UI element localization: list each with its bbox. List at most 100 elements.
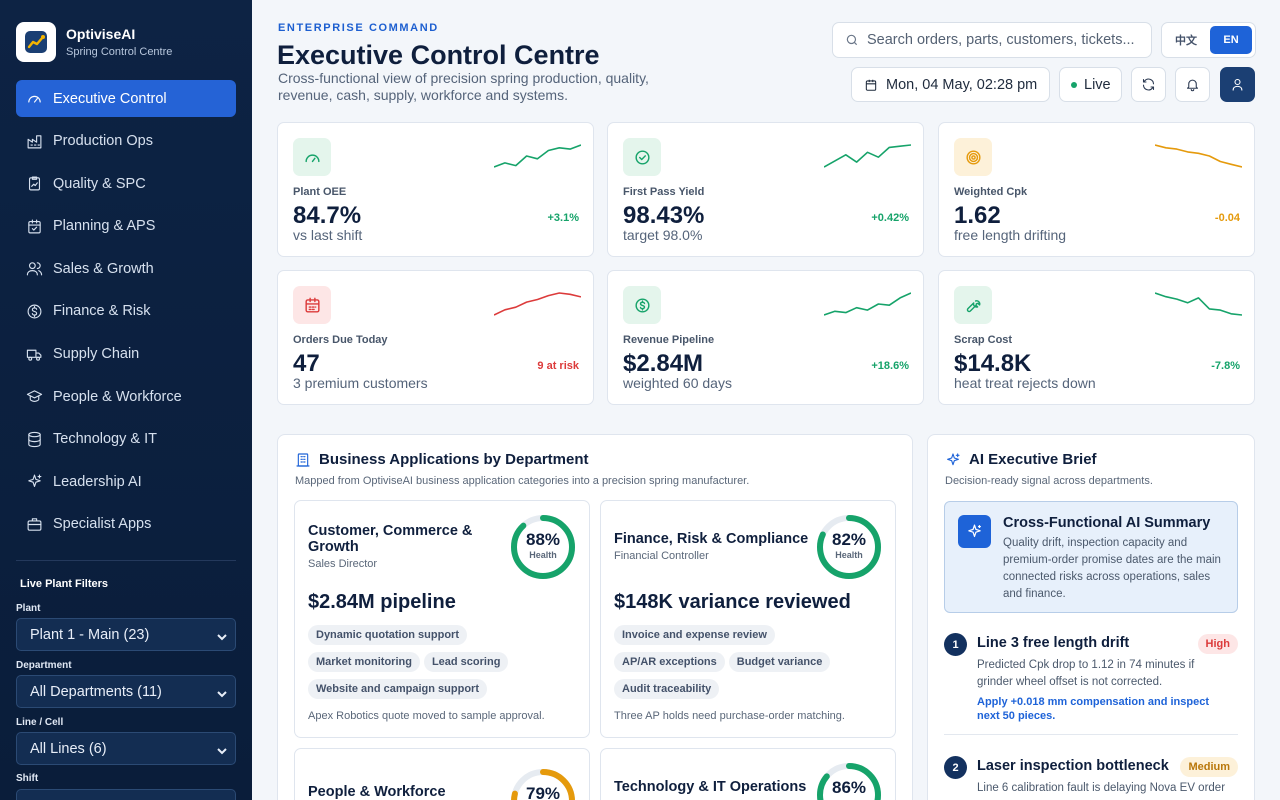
panel-title: Business Applications by Department (295, 451, 589, 468)
refresh-button[interactable] (1131, 67, 1166, 102)
dept-metric: $2.84M pipeline (308, 591, 456, 613)
department-select[interactable]: All Departments (11) (16, 675, 236, 708)
sidebar-item-label: Leadership AI (53, 473, 142, 490)
live-label: Live (1084, 76, 1111, 93)
sidebar-item-label: People & Workforce (53, 388, 182, 405)
capability-chip[interactable]: Audit traceability (614, 679, 720, 699)
live-status[interactable]: Live (1059, 67, 1122, 102)
kpi-label: Revenue Pipeline (623, 334, 715, 346)
users-icon (26, 260, 43, 277)
health-ring-arc (817, 515, 881, 579)
plant-select-value: Plant 1 - Main (23) (30, 626, 150, 643)
logo-icon (16, 22, 56, 62)
sparkle-icon (26, 473, 43, 490)
capability-chip[interactable]: Market monitoring (308, 652, 420, 672)
dept-card-finance-risk[interactable]: Finance, Risk & Compliance Financial Con… (600, 500, 896, 738)
sidebar-item-planning-aps[interactable]: Planning & APS (16, 208, 236, 245)
date-display[interactable]: Mon, 04 May, 02:28 pm (851, 67, 1050, 102)
dept-card-customer-commerce[interactable]: Customer, Commerce & Growth Sales Direct… (294, 500, 590, 738)
ai-summary-title: Cross-Functional AI Summary (1003, 515, 1211, 531)
lang-zh-button[interactable]: 中文 (1175, 35, 1197, 47)
search-box[interactable] (832, 22, 1152, 58)
line-select[interactable]: All Lines (6) (16, 732, 236, 765)
kpi-card-orders-due-today[interactable]: Orders Due Today 47 3 premium customers … (277, 270, 594, 405)
sidebar-item-technology-it[interactable]: Technology & IT (16, 421, 236, 458)
capability-chip[interactable]: AP/AR exceptions (614, 652, 725, 672)
kpi-card-revenue-pipeline[interactable]: Revenue Pipeline $2.84M weighted 60 days… (607, 270, 924, 405)
kpi-delta: -7.8% (1211, 360, 1240, 372)
sidebar-item-specialist-apps[interactable]: Specialist Apps (16, 506, 236, 543)
dollar-icon (26, 303, 43, 320)
clipboard-icon (26, 175, 43, 192)
shift-select[interactable] (16, 789, 236, 800)
kpi-sparkline (1155, 292, 1242, 316)
health-ring-chart (511, 515, 575, 579)
brief-title: Line 3 free length drift (977, 635, 1130, 651)
department-filter-label: Department (16, 660, 72, 671)
capability-chip[interactable]: Dynamic quotation support (308, 625, 467, 645)
calendar-icon (865, 79, 877, 91)
health-ring: 79% (509, 767, 577, 800)
health-ring-arc (511, 515, 575, 579)
department-select-value: All Departments (11) (30, 683, 162, 700)
health-ring: 82% Health (815, 513, 883, 581)
kpi-card-scrap-cost[interactable]: Scrap Cost $14.8K heat treat rejects dow… (938, 270, 1255, 405)
sidebar-item-executive-control[interactable]: Executive Control (16, 80, 236, 117)
kpi-card-weighted-cpk[interactable]: Weighted Cpk 1.62 free length drifting -… (938, 122, 1255, 257)
capability-chip[interactable]: Lead scoring (423, 652, 509, 672)
user-profile-button[interactable] (1220, 67, 1255, 102)
sparkline-path (494, 292, 581, 316)
dept-name: Finance, Risk & Compliance (614, 531, 809, 547)
kpi-subtext: free length drifting (954, 227, 1067, 243)
capability-chip[interactable]: Invoice and expense review (614, 625, 775, 645)
kpi-label: Weighted Cpk (954, 186, 1028, 198)
bell-icon (1186, 79, 1199, 92)
capability-chip[interactable]: Budget variance (728, 652, 831, 672)
capability-chips: Dynamic quotation support Market monitor… (308, 625, 578, 706)
sidebar-item-people-workforce[interactable]: People & Workforce (16, 378, 236, 415)
chevron-down-icon (217, 687, 227, 698)
search-input[interactable] (867, 32, 1137, 48)
sidebar-item-finance-risk[interactable]: Finance & Risk (16, 293, 236, 330)
plant-select[interactable]: Plant 1 - Main (23) (16, 618, 236, 651)
sidebar-item-leadership-ai[interactable]: Leadership AI (16, 463, 236, 500)
notifications-button[interactable] (1175, 67, 1210, 102)
live-dot-icon (1071, 81, 1077, 88)
gauge-icon (26, 90, 43, 107)
brand[interactable]: OptiviseAI Spring Control Centre (16, 22, 172, 62)
kpi-value: 84.7% (293, 202, 362, 229)
sidebar-item-production-ops[interactable]: Production Ops (16, 123, 236, 160)
dept-role: Financial Controller (614, 550, 709, 562)
ai-summary-card[interactable]: Cross-Functional AI Summary Quality drif… (944, 501, 1238, 613)
dept-card-technology-it[interactable]: Technology & IT Operations 86% (600, 748, 896, 800)
line-filter-label: Line / Cell (16, 717, 64, 728)
kpi-value: 98.43% (623, 202, 705, 229)
brief-action[interactable]: Apply +0.018 mm compensation and inspect… (977, 696, 1209, 722)
target-icon (954, 138, 992, 176)
sidebar-item-label: Sales & Growth (53, 260, 154, 277)
page-title: Executive Control Centre (277, 40, 600, 70)
brief-item[interactable]: 2 Laser inspection bottleneck Medium Lin… (944, 756, 1238, 800)
kpi-card-plant-oee[interactable]: Plant OEE 84.7% vs last shift +3.1% (277, 122, 594, 257)
chevron-down-icon (217, 744, 227, 755)
lang-en-button[interactable]: EN (1210, 26, 1252, 54)
kpi-card-first-pass-yield[interactable]: First Pass Yield 98.43% target 98.0% +0.… (607, 122, 924, 257)
capability-chip[interactable]: Website and campaign support (308, 679, 487, 699)
kpi-value: 47 (293, 350, 320, 377)
sidebar-item-sales-growth[interactable]: Sales & Growth (16, 250, 236, 287)
sidebar-item-supply-chain[interactable]: Supply Chain (16, 336, 236, 373)
kpi-sparkline (824, 292, 911, 316)
sidebar-item-quality-spc[interactable]: Quality & SPC (16, 165, 236, 202)
brief-text: Line 6 calibration fault is delaying Nov… (977, 782, 1226, 794)
kpi-sparkline (494, 292, 581, 316)
building-icon (296, 452, 310, 467)
health-percent: 88% (525, 530, 561, 549)
brand-name: OptiviseAI (66, 26, 136, 42)
dept-card-people-workforce[interactable]: People & Workforce 79% (294, 748, 590, 800)
dept-note: Apex Robotics quote moved to sample appr… (308, 710, 545, 722)
dept-note: Three AP holds need purchase-order match… (614, 710, 845, 722)
wrench-icon (954, 286, 992, 324)
sidebar-item-label: Quality & SPC (53, 175, 146, 192)
brief-item[interactable]: 1 Line 3 free length drift High Predicte… (944, 633, 1238, 733)
page-description: Cross-functional view of precision sprin… (278, 70, 649, 103)
